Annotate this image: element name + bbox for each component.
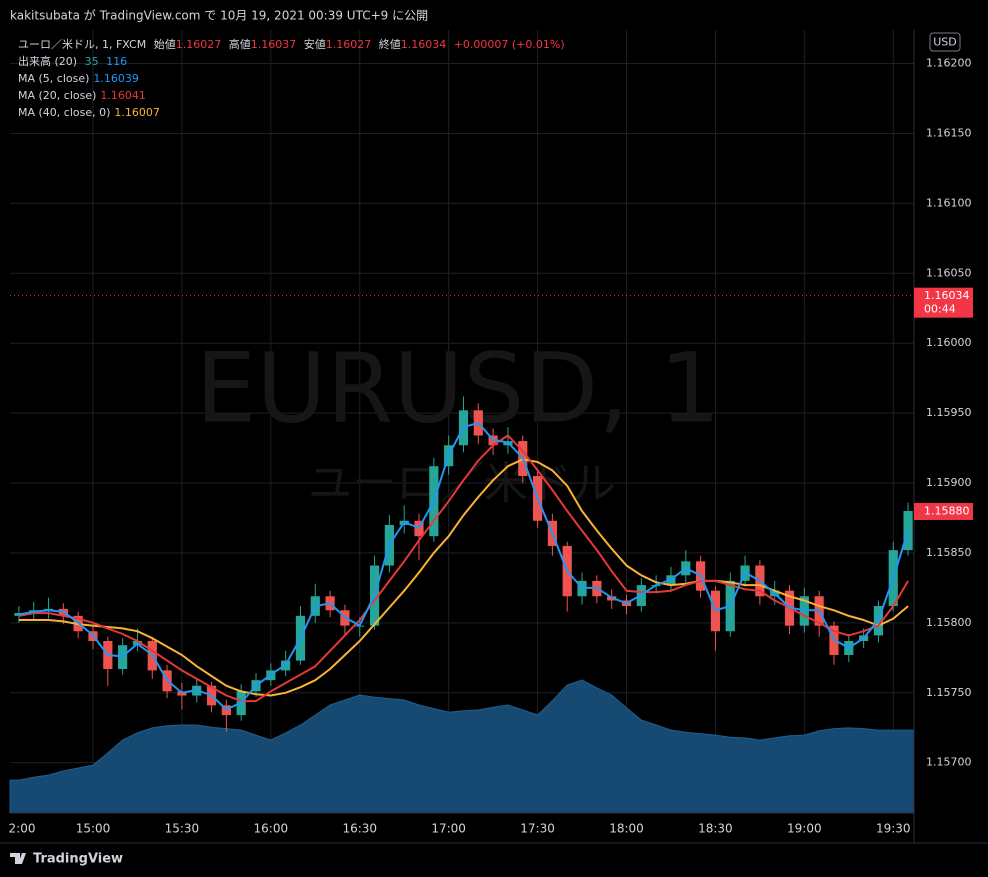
legend-label: 安値 [303, 38, 326, 51]
legend-label: 高値 [228, 38, 251, 51]
currency[interactable]: USD [933, 36, 957, 49]
legend-row: MA (40, close, 0) 1.16007 [18, 104, 569, 121]
price-label: 1.15880 [924, 504, 970, 517]
price-label-time: 00:44 [924, 303, 956, 316]
y-tick-label: 1.15850 [926, 546, 972, 559]
legend-row: 出来高 (20) 35 116 [18, 53, 569, 70]
legend-row: MA (20, close) 1.16041 [18, 87, 569, 104]
brand-logo [10, 853, 26, 864]
legend-label: 始値 [153, 38, 176, 51]
ma-line [18, 458, 909, 697]
watermark-symbol: EURUSD, 1 [196, 332, 721, 444]
legend-row: ユーロ／米ドル, 1, FXCM 始値1.16027 高値1.16037 安値1… [18, 36, 569, 53]
y-tick-label: 1.16050 [926, 266, 972, 279]
legend-label: 終値 [378, 38, 401, 51]
legend-value: 1.16039 [93, 72, 139, 85]
y-tick-label: 1.16150 [926, 126, 972, 139]
legend-value: 1.16037 [250, 38, 297, 51]
price-label: 1.16034 [924, 289, 970, 302]
x-tick-label: 15:00 [76, 822, 111, 836]
brand: TradingView [33, 852, 123, 867]
x-tick-label: 16:30 [342, 822, 377, 836]
y-tick-label: 1.15750 [926, 686, 972, 699]
x-tick-label: 17:00 [431, 822, 466, 836]
legend-value: 1.16041 [100, 89, 146, 102]
ma-line [18, 434, 909, 703]
price-label-box [914, 502, 973, 520]
legend-change: +0.00007 (+0.01%) [453, 38, 565, 51]
x-tick-label: 19:00 [787, 822, 822, 836]
y-tick-label: 1.15700 [926, 756, 972, 769]
legend: ユーロ／米ドル, 1, FXCM 始値1.16027 高値1.16037 安値1… [18, 36, 569, 121]
x-tick-label: 2:00 [9, 822, 36, 836]
y-tick-label: 1.16100 [926, 196, 972, 209]
legend-row: MA (5, close) 1.16039 [18, 70, 569, 87]
legend-value: 1.16027 [175, 38, 222, 51]
legend-value: 1.16034 [400, 38, 447, 51]
x-tick-label: 18:30 [698, 822, 733, 836]
legend-symbol: ユーロ／米ドル, 1, FXCM [18, 38, 147, 51]
candle-body [903, 510, 913, 551]
publish-header: kakitsubata が TradingView.com で 10月 19, … [10, 8, 428, 23]
x-tick-label: 19:30 [876, 822, 911, 836]
legend-value: 116 [106, 55, 128, 68]
x-tick-label: 15:30 [165, 822, 200, 836]
x-tick-label: 16:00 [254, 822, 289, 836]
currency-box[interactable] [929, 32, 961, 52]
legend-ma-name: MA (40, close, 0) [18, 106, 111, 119]
legend-value: 1.16007 [114, 106, 160, 119]
legend-volume: 出来高 (20) [18, 55, 78, 68]
y-tick-label: 1.16000 [926, 336, 972, 349]
volume-area [9, 679, 915, 814]
y-tick-label: 1.15900 [926, 476, 972, 489]
legend-ma-name: MA (20, close) [18, 89, 97, 102]
legend-value: 35 [84, 55, 99, 68]
y-tick-label: 1.15800 [926, 616, 972, 629]
price-label-box [914, 287, 973, 318]
x-tick-label: 18:00 [609, 822, 644, 836]
legend-value: 1.16027 [325, 38, 372, 51]
y-tick-label: 1.16200 [926, 57, 972, 70]
ma-line [18, 421, 910, 711]
y-tick-label: 1.15950 [926, 406, 972, 419]
legend-ma-rows: MA (5, close) 1.16039 MA (20, close) 1.1604… [18, 70, 569, 121]
x-tick-label: 17:30 [520, 822, 555, 836]
legend-ma-name: MA (5, close) [18, 72, 90, 85]
